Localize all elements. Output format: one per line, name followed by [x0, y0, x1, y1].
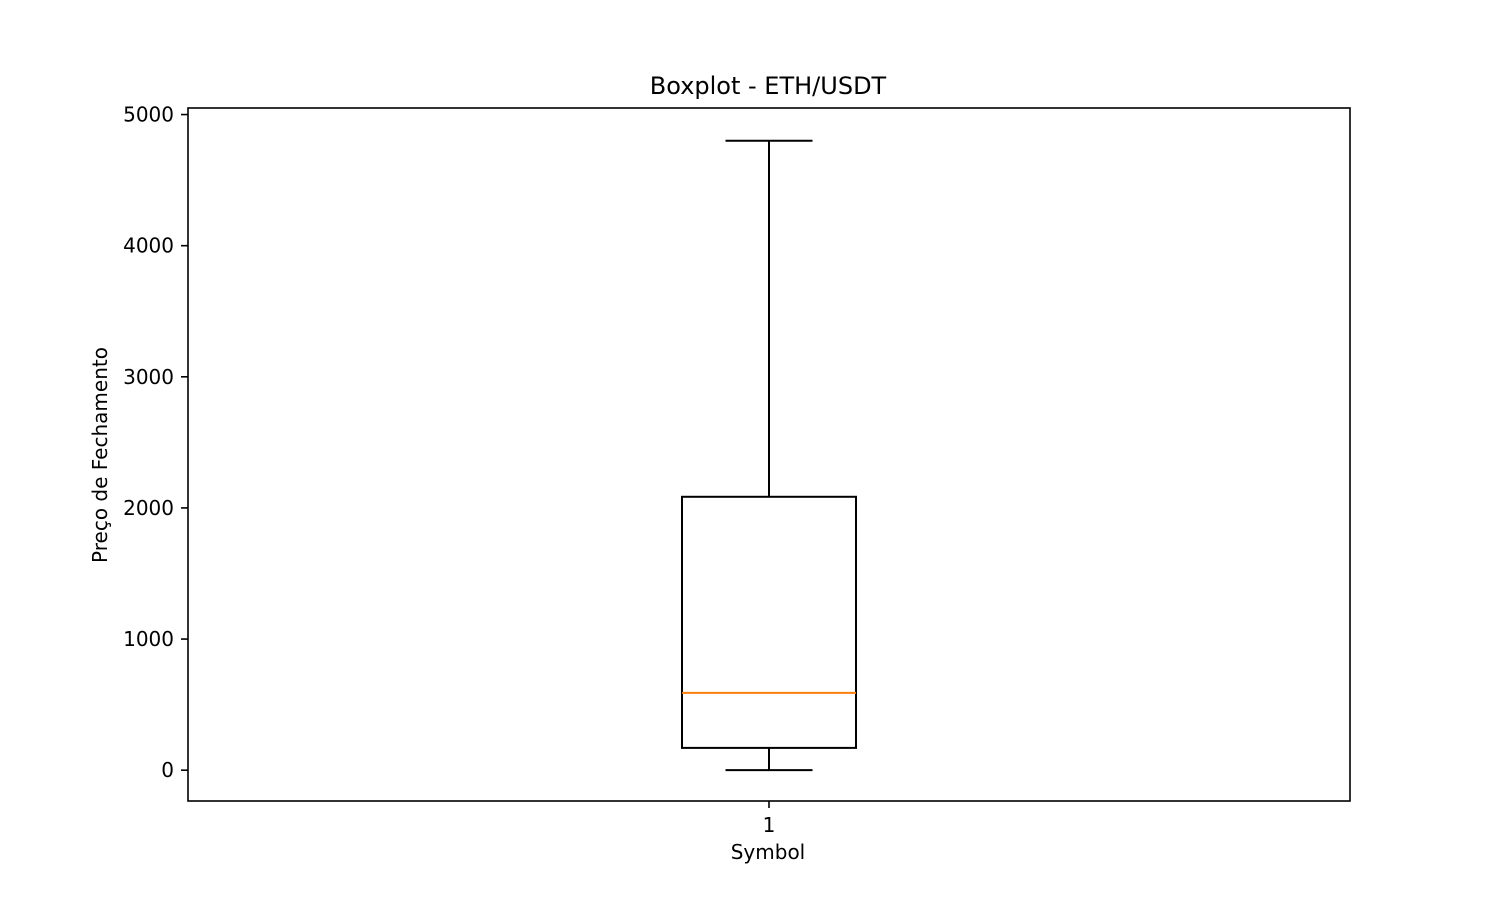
- box-series: [681, 139, 857, 772]
- y-tick-label: 4000: [123, 234, 174, 258]
- x-axis-label: Symbol: [731, 840, 806, 864]
- y-tick-label: 2000: [123, 496, 174, 520]
- y-tick-label: 0: [161, 758, 174, 782]
- y-tick-label: 3000: [123, 365, 174, 389]
- box: [681, 495, 857, 749]
- y-axis: 0 1000 2000 3000 4000 5000: [123, 103, 188, 782]
- x-tick-label: 1: [763, 813, 776, 837]
- x-axis: 1: [763, 801, 776, 837]
- y-tick-label: 1000: [123, 627, 174, 651]
- y-tick-label: 5000: [123, 103, 174, 127]
- chart-title: Boxplot - ETH/USDT: [650, 72, 887, 100]
- y-axis-label: Preço de Fechamento: [88, 347, 112, 563]
